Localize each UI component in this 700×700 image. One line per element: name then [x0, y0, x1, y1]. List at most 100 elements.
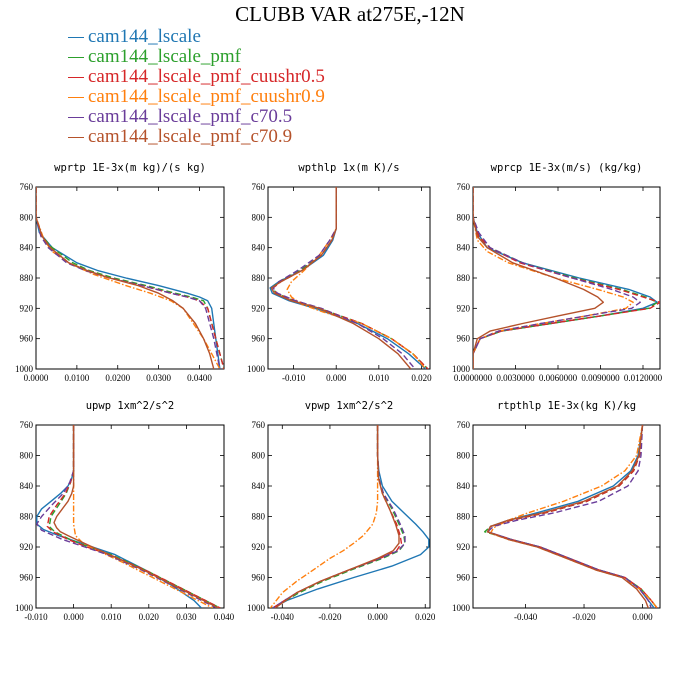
series-line	[270, 187, 412, 369]
plot-frame	[267, 424, 431, 609]
x-tick-label: 0.0120000	[624, 373, 663, 383]
y-tick-label: 920	[20, 542, 34, 552]
x-tick-label: -0.020	[318, 612, 342, 622]
series-line	[486, 425, 658, 608]
x-tick-label: 0.0000	[24, 373, 49, 383]
plot-frame	[472, 186, 661, 370]
series-line	[473, 187, 658, 369]
panel-title: vpwp 1xm^2/s^2	[305, 400, 394, 412]
y-tick-label: 960	[252, 573, 266, 583]
y-tick-label: 880	[20, 512, 34, 522]
y-tick-label: 800	[20, 451, 34, 461]
series-line	[489, 425, 658, 608]
y-tick-label: 1000	[452, 364, 471, 374]
x-tick-label: -0.010	[24, 612, 48, 622]
x-tick-label: 0.040	[214, 612, 235, 622]
x-tick-label: -0.010	[282, 373, 306, 383]
y-tick-label: 760	[252, 420, 266, 430]
chart-panel: wpthlp 1x(m K)/s 760 800 840 880 920 960 1000 -0…	[247, 162, 432, 383]
y-tick-label: 920	[252, 303, 266, 313]
legend-swatch	[68, 57, 84, 58]
x-tick-label: 0.0200	[105, 373, 130, 383]
series-line	[36, 187, 221, 369]
x-tick-label: 0.0400	[187, 373, 212, 383]
legend-swatch	[68, 97, 84, 98]
series-line	[484, 425, 658, 608]
y-tick-label: 880	[20, 273, 34, 283]
x-tick-label: -0.020	[572, 612, 596, 622]
x-tick-label: 0.010	[101, 612, 122, 622]
series-line	[36, 425, 217, 608]
legend-label: cam144_lscale_pmf_c70.9	[88, 126, 293, 147]
panel-title: rtpthlp 1E-3x(kg K)/kg	[497, 400, 636, 412]
series-line	[269, 425, 379, 608]
y-tick-label: 960	[20, 573, 34, 583]
panel-title: wpthlp 1x(m K)/s	[298, 162, 399, 174]
y-tick-label: 1000	[247, 603, 266, 613]
series-line	[36, 187, 224, 369]
y-tick-label: 1000	[452, 603, 471, 613]
y-tick-label: 800	[20, 212, 34, 222]
chart-panel: wprtp 1E-3x(m kg)/(s kg) 760 800 840 880 920 9…	[15, 162, 225, 383]
y-tick-label: 760	[457, 420, 471, 430]
x-tick-label: -0.040	[514, 612, 538, 622]
y-tick-label: 760	[457, 182, 471, 192]
legend-label: cam144_lscale_pmf_c70.5	[88, 106, 293, 127]
y-tick-label: 760	[20, 182, 34, 192]
chart-panel: vpwp 1xm^2/s^2 760 800 840 880 920 960 1000 -0.0…	[247, 400, 436, 622]
panel-title: upwp 1xm^2/s^2	[86, 400, 175, 412]
legend-label: cam144_lscale_pmf_cuushr0.9	[88, 86, 325, 107]
y-tick-label: 960	[457, 573, 471, 583]
series-line	[72, 425, 214, 608]
y-tick-label: 960	[252, 334, 266, 344]
y-tick-label: 800	[457, 451, 471, 461]
y-tick-label: 800	[457, 212, 471, 222]
y-tick-label: 840	[20, 243, 34, 253]
y-tick-label: 1000	[15, 603, 34, 613]
x-tick-label: 0.010	[369, 373, 390, 383]
plot-frame	[35, 424, 225, 609]
series-line	[272, 425, 406, 608]
series-line	[46, 425, 221, 608]
x-tick-label: 0.0300	[146, 373, 171, 383]
y-tick-label: 920	[457, 303, 471, 313]
series-line	[272, 425, 406, 608]
series-line	[272, 425, 403, 608]
series-line	[274, 425, 400, 608]
legend-label: cam144_lscale_pmf_cuushr0.5	[88, 66, 325, 87]
y-tick-label: 920	[252, 542, 266, 552]
y-tick-label: 920	[20, 303, 34, 313]
legend-swatch	[68, 117, 84, 118]
y-tick-label: 760	[20, 420, 34, 430]
legend-swatch	[68, 137, 84, 138]
x-tick-label: 0.000	[63, 612, 84, 622]
x-tick-label: 0.000	[632, 612, 653, 622]
legend-swatch	[68, 37, 84, 38]
x-tick-label: 0.020	[139, 612, 160, 622]
legend-label: cam144_lscale	[88, 26, 201, 47]
series-line	[473, 187, 634, 369]
y-tick-label: 840	[252, 243, 266, 253]
plot-frame	[472, 424, 661, 609]
x-tick-label: 0.0100	[64, 373, 89, 383]
series-line	[272, 425, 430, 608]
y-tick-label: 800	[252, 451, 266, 461]
legend-label: cam144_lscale_pmf	[88, 46, 242, 67]
panel-title: wprcp 1E-3x(m/s) (kg/kg)	[491, 162, 643, 174]
x-tick-label: 0.020	[415, 612, 436, 622]
x-tick-label: 0.0030000	[496, 373, 535, 383]
legend-swatch	[68, 77, 84, 78]
y-tick-label: 920	[457, 542, 471, 552]
x-tick-label: 0.0090000	[581, 373, 620, 383]
plot-frame	[267, 186, 431, 370]
x-tick-label: -0.040	[271, 612, 295, 622]
series-line	[473, 187, 660, 369]
x-tick-label: 0.0060000	[539, 373, 578, 383]
series-line	[36, 425, 202, 608]
plot-frame	[35, 186, 225, 370]
y-tick-label: 880	[457, 512, 471, 522]
x-tick-label: 0.000	[367, 612, 388, 622]
y-tick-label: 840	[252, 481, 266, 491]
figure-title: CLUBB VAR at275E,-12N	[235, 2, 465, 26]
